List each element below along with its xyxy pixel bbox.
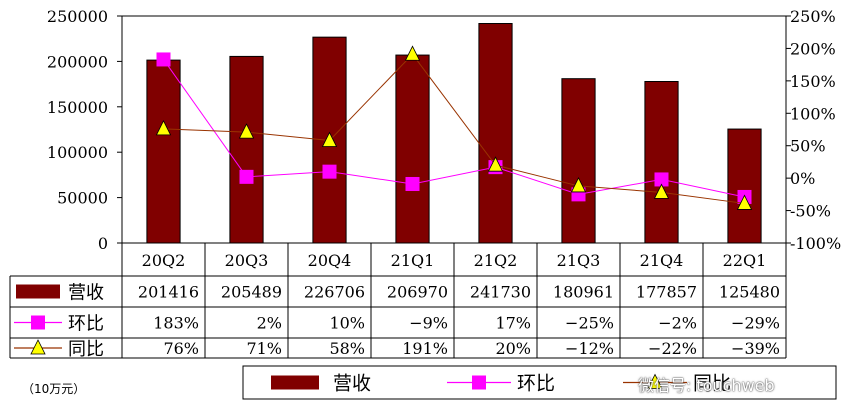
legend-key-bar [271,375,319,390]
table-cell-value: 125480 [719,283,780,302]
revenue-bar [229,55,264,244]
table-cell-value: 226706 [304,283,365,302]
table-row-label: 环比 [68,314,104,335]
table-cell-value: −12% [565,339,614,358]
left-tick-label: 150000 [47,98,108,117]
right-axis-ticks: -100% -50% 0% 50% 100% 150% 200% 250% [786,7,841,253]
series-marker-triangle [321,131,338,147]
series-line [163,59,745,198]
table-cell-value: −39% [731,339,780,358]
table-key-marker [31,315,45,330]
revenue-bar [561,78,596,244]
series-marker-triangle [404,45,421,61]
series-marker-square [654,172,669,187]
revenue-bar [478,23,513,244]
series-marker-square [156,52,171,67]
table-cell-value: 177857 [636,283,697,302]
legend-label: 营收 [333,373,371,395]
series-marker-triangle [653,183,670,199]
series-marker-square [405,176,420,191]
table-cell-value: 205489 [221,283,282,302]
series-marker-square [239,169,254,184]
plot-frame [121,15,787,244]
category-label: 21Q4 [640,251,684,270]
legend-key-marker [647,373,663,389]
left-tick-label: 250000 [47,7,108,26]
category-label: 20Q2 [142,251,186,270]
revenue-bar [727,128,762,244]
table-cell-value: 2% [257,314,282,333]
table-cell-value: −2% [658,314,697,333]
series-marker-triangle [155,119,172,136]
category-label: 20Q3 [225,251,269,270]
category-label: 22Q1 [723,251,767,270]
left-tick-label: 0 [98,234,108,253]
right-tick-label: 200% [790,39,836,58]
series-marker-triangle [736,194,753,210]
revenue-bar [395,54,430,244]
table-cell-value: 191% [402,339,448,358]
table-cell-value: 71% [246,339,282,358]
category-label: 21Q3 [557,251,601,270]
series-line [163,53,745,204]
table-key-marker [30,339,46,355]
legend-key-marker [472,375,486,390]
category-label: 21Q1 [391,251,435,270]
series-marker-triangle [570,177,587,193]
category-label: 20Q4 [308,251,352,270]
category-label: 21Q2 [474,251,518,270]
table-cell-value: −22% [648,339,697,358]
left-tick-label: 200000 [47,52,108,71]
right-tick-label: -100% [790,234,841,253]
legend-box [242,365,837,400]
unit-note: （10万元） [22,382,86,396]
ratio-lines [155,45,753,210]
table-cell-value: 10% [329,314,365,333]
table-cell-value: 20% [495,339,531,358]
data-table: 20Q2 20Q3 20Q4 21Q1 21Q2 21Q3 21Q4 22Q1 营收 201416… [9,243,787,360]
table-cell-value: 206970 [387,283,448,302]
table-cell-value: −29% [731,314,780,333]
legend-label: 同比 [693,373,731,395]
right-tick-label: -50% [790,202,831,221]
table-cell-value: 241730 [470,283,531,302]
right-tick-label: 250% [790,7,836,26]
right-tick-label: 50% [790,137,826,156]
table-cell-value: 58% [329,339,365,358]
right-tick-label: 150% [790,72,836,91]
revenue-bar [644,81,679,244]
series-marker-triangle [238,123,255,139]
table-cell-value: 17% [495,314,531,333]
table-key-bar [16,284,60,299]
legend-label: 环比 [517,373,555,395]
table-cell-value: 180961 [553,283,614,302]
right-tick-label: 0% [790,169,815,188]
series-marker-square [322,164,337,179]
plot-border [121,15,787,244]
table-cell-value: 201416 [138,283,199,302]
revenue-bars [146,23,762,244]
left-tick-label: 50000 [57,189,108,208]
series-marker-triangle [487,156,504,172]
table-row-label: 营收 [68,283,104,304]
table-cell-value: 183% [153,314,199,333]
table-row-label: 同比 [68,339,104,360]
left-axis-ticks: 0 50000 100000 150000 200000 250000 [47,7,122,253]
table-cell-value: 76% [163,339,199,358]
table-cell-value: −9% [409,314,448,333]
watermark: 微信号: touchweb [638,376,775,395]
table-cell-value: −25% [565,314,614,333]
revenue-bar [146,59,181,244]
right-tick-label: 100% [790,104,836,123]
legend: 营收 环比 同比 [242,365,837,400]
left-tick-label: 100000 [47,143,108,162]
